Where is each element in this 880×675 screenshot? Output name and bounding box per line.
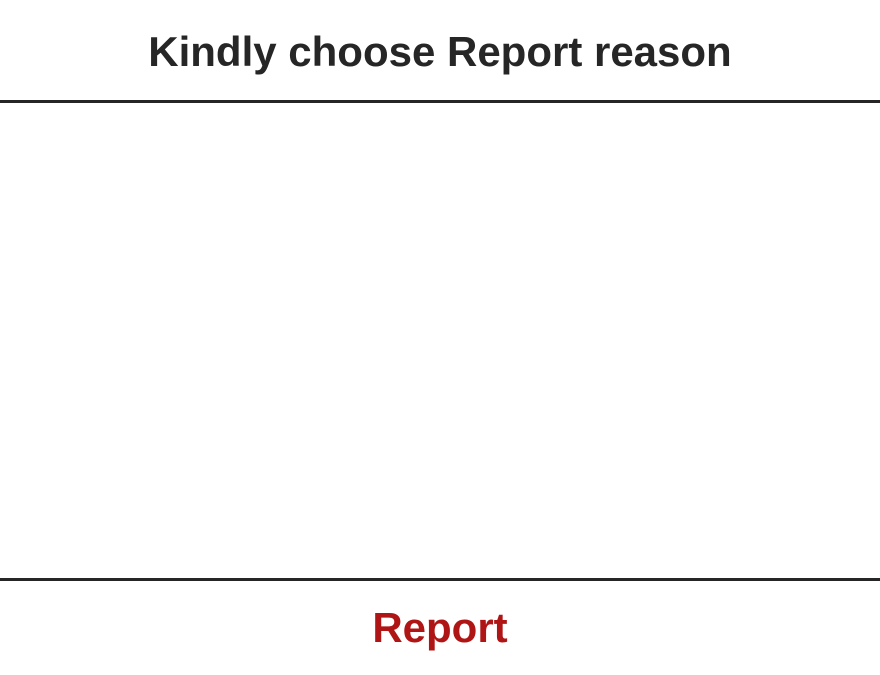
dialog-footer: Report bbox=[0, 581, 880, 675]
dialog-title: Kindly choose Report reason bbox=[148, 28, 732, 75]
header-divider bbox=[0, 100, 880, 103]
footer-divider bbox=[0, 578, 880, 581]
report-button[interactable]: Report bbox=[352, 603, 527, 653]
dialog-header: Kindly choose Report reason bbox=[0, 0, 880, 100]
report-reason-list[interactable] bbox=[0, 103, 880, 578]
